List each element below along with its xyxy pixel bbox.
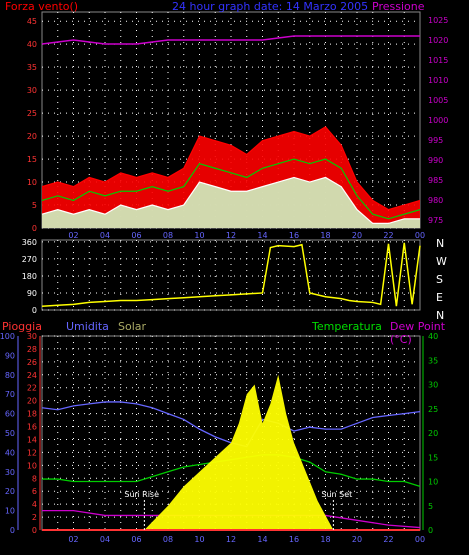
rain-tick-label: 22 — [27, 384, 37, 393]
x-tick-label: 18 — [320, 535, 330, 544]
rain-tick-label: 10 — [27, 461, 37, 470]
pressure-tick-label: 1020 — [428, 36, 448, 45]
direction-tick-label: 270 — [22, 255, 37, 264]
humidity-tick-label: 0 — [10, 526, 15, 535]
x-tick-label: 06 — [131, 535, 141, 544]
x-tick-label: 10 — [194, 231, 204, 240]
rain-tick-label: 18 — [27, 410, 37, 419]
x-tick-label: 22 — [383, 231, 393, 240]
direction-panel-frame — [41, 239, 421, 311]
pressure-tick-label: 1000 — [428, 116, 448, 125]
x-tick-label: 04 — [100, 535, 110, 544]
rain-tick-label: 12 — [27, 448, 37, 457]
pressure-tick-label: 975 — [428, 216, 443, 225]
humidity-tick-label: 80 — [5, 371, 15, 380]
rain-tick-label: 24 — [27, 371, 37, 380]
pressure-tick-label: 985 — [428, 176, 443, 185]
x-tick-label: 10 — [194, 535, 204, 544]
rain-tick-label: 0 — [32, 526, 37, 535]
sunrise-label: Sun Rise — [124, 490, 159, 499]
humidity-tick-label: 30 — [5, 468, 15, 477]
rain-tick-label: 2 — [32, 513, 37, 522]
pressure-line — [41, 35, 420, 45]
humidity-tick-label: 20 — [5, 487, 15, 496]
humidity-tick-label: 50 — [5, 429, 15, 438]
wind-tick-label: 40 — [27, 40, 37, 49]
wind-tick-label: 30 — [27, 86, 37, 95]
x-tick-label: 04 — [100, 231, 110, 240]
direction-tick-label: 90 — [27, 289, 37, 298]
x-tick-label: 08 — [163, 231, 173, 240]
wind-direction-line — [41, 242, 421, 307]
sunset-label: Sun Set — [321, 490, 352, 499]
x-tick-label: 00 — [415, 535, 425, 544]
wind-gust-area — [42, 177, 420, 228]
x-tick-label: 02 — [68, 231, 78, 240]
temperature-tick-label: 20 — [428, 429, 438, 438]
x-tick-label: 14 — [257, 535, 267, 544]
wind-tick-label: 45 — [27, 17, 37, 26]
rain-tick-label: 8 — [32, 474, 37, 483]
x-tick-label: 08 — [163, 535, 173, 544]
direction-tick-label: 180 — [22, 272, 37, 281]
pressure-tick-label: 1010 — [428, 76, 448, 85]
x-tick-label: 20 — [352, 535, 362, 544]
rain-tick-label: 28 — [27, 345, 37, 354]
humidity-tick-label: 60 — [5, 410, 15, 419]
x-tick-label: 00 — [415, 231, 425, 240]
humidity-tick-label: 90 — [5, 351, 15, 360]
humidity-tick-label: 40 — [5, 448, 15, 457]
wind-tick-label: 0 — [32, 224, 37, 233]
x-tick-label: 20 — [352, 231, 362, 240]
x-tick-label: 22 — [383, 535, 393, 544]
wind-speed-line — [41, 126, 421, 211]
temperature-tick-label: 40 — [428, 332, 438, 341]
pressure-tick-label: 1005 — [428, 96, 448, 105]
x-tick-label: 18 — [320, 231, 330, 240]
wind-tick-label: 25 — [27, 109, 37, 118]
pressure-tick-label: 995 — [428, 136, 443, 145]
wind-tick-label: 10 — [27, 178, 37, 187]
pressure-tick-label: 1015 — [428, 56, 448, 65]
x-tick-label: 16 — [289, 535, 299, 544]
wind-average-line — [41, 158, 421, 220]
temperature-tick-label: 0 — [428, 526, 433, 535]
humidity-tick-label: 100 — [0, 332, 15, 341]
wind-gust-line — [41, 176, 420, 225]
humidity-tick-label: 10 — [5, 507, 15, 516]
direction-tick-label: 0 — [32, 306, 37, 315]
x-tick-label: 14 — [257, 231, 267, 240]
direction-tick-label: 360 — [22, 238, 37, 247]
temperature-tick-label: 15 — [428, 453, 438, 462]
x-tick-label: 06 — [131, 231, 141, 240]
temperature-tick-label: 10 — [428, 478, 438, 487]
x-tick-label: 16 — [289, 231, 299, 240]
pressure-tick-label: 1025 — [428, 16, 448, 25]
temperature-tick-label: 30 — [428, 381, 438, 390]
rain-tick-label: 20 — [27, 397, 37, 406]
rain-tick-label: 26 — [27, 358, 37, 367]
rain-tick-label: 4 — [32, 500, 37, 509]
x-tick-label: 12 — [226, 535, 236, 544]
solar-area — [144, 374, 334, 530]
rain-tick-label: 16 — [27, 423, 37, 432]
x-tick-label: 12 — [226, 231, 236, 240]
temperature-tick-label: 25 — [428, 405, 438, 414]
temperature-tick-label: 35 — [428, 356, 438, 365]
pressure-tick-label: 990 — [428, 156, 443, 165]
x-tick-label: 02 — [68, 535, 78, 544]
rain-tick-label: 6 — [32, 487, 37, 496]
wind-tick-label: 20 — [27, 132, 37, 141]
pressure-tick-label: 980 — [428, 196, 443, 205]
humidity-tick-label: 70 — [5, 390, 15, 399]
rain-tick-label: 14 — [27, 435, 37, 444]
wind-tick-label: 5 — [32, 201, 37, 210]
wind-tick-label: 35 — [27, 63, 37, 72]
rain-tick-label: 30 — [27, 332, 37, 341]
wind-tick-label: 15 — [27, 155, 37, 164]
temperature-tick-label: 5 — [428, 502, 433, 511]
